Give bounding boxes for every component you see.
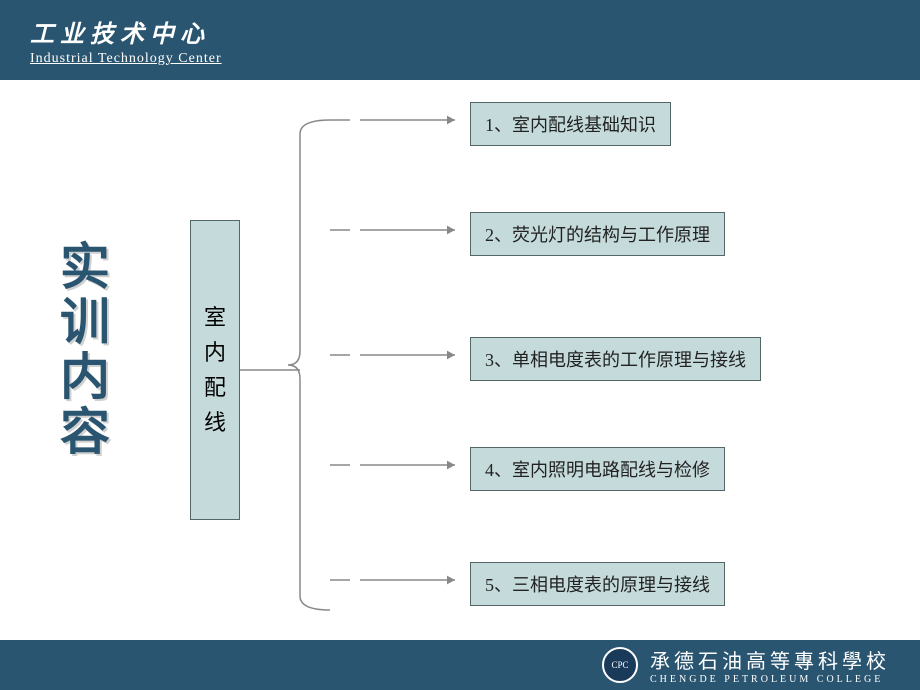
topic-box-5: 5、三相电度表的原理与接线 [470, 562, 725, 606]
main-box-char: 室 [204, 300, 226, 335]
main-box-char: 线 [204, 405, 226, 440]
school-logo-icon: CPC [602, 647, 638, 683]
main-box-char: 内 [204, 335, 226, 370]
vertical-title-char: 内 [60, 350, 110, 405]
vertical-title-char: 实 [60, 240, 110, 295]
school-name-en: CHENGDE PETROLEUM COLLEGE [650, 674, 883, 685]
main-box-char: 配 [204, 370, 226, 405]
topic-box-3: 3、单相电度表的工作原理与接线 [470, 337, 761, 381]
header: 工业技术中心 Industrial Technology Center 电工实训 [0, 0, 920, 80]
content-area: 实训内容 室内配线 1、室内配线基础知识2、荧光灯的结构与工作原理3、单相电度表… [0, 80, 920, 640]
main-topic-box: 室内配线 [190, 220, 240, 520]
vertical-title-char: 容 [60, 405, 110, 460]
topic-box-2: 2、荧光灯的结构与工作原理 [470, 212, 725, 256]
topic-box-1: 1、室内配线基础知识 [470, 102, 671, 146]
header-left: 工业技术中心 Industrial Technology Center [30, 14, 222, 67]
topic-box-4: 4、室内照明电路配线与检修 [470, 447, 725, 491]
header-title-en: Industrial Technology Center [30, 51, 222, 67]
school-name-cn: 承德石油高等專科學校 [650, 645, 890, 674]
header-title-cn: 工业技术中心 [30, 14, 222, 49]
connector-layer [0, 80, 920, 640]
vertical-title-char: 训 [60, 295, 110, 350]
footer-text: 承德石油高等專科學校 CHENGDE PETROLEUM COLLEGE [650, 645, 890, 685]
header-title-right: 电工实训 [738, 13, 890, 68]
vertical-title: 实训内容 [60, 240, 110, 460]
footer: CPC 承德石油高等專科學校 CHENGDE PETROLEUM COLLEGE [0, 640, 920, 690]
